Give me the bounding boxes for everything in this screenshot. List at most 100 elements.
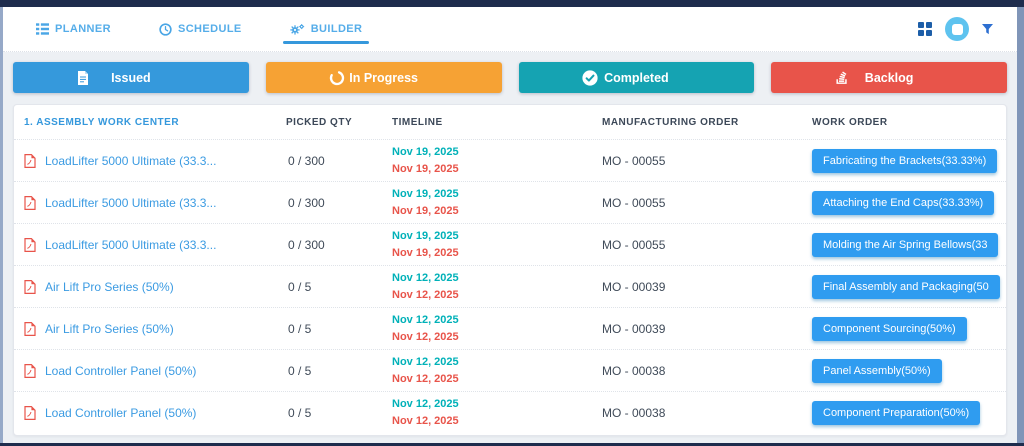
start-date: Nov 12, 2025 <box>392 272 459 284</box>
work-order-button[interactable]: Panel Assembly(50%) <box>812 358 942 383</box>
start-date: Nov 19, 2025 <box>392 188 459 200</box>
picked-qty-value: 0 / 300 <box>288 153 325 168</box>
backlog-label: Backlog <box>864 70 914 85</box>
work-order-button[interactable]: Attaching the End Caps(33.33%) <box>812 190 995 215</box>
timeline-cell: Nov 12, 2025 Nov 12, 2025 <box>392 396 602 429</box>
start-date: Nov 19, 2025 <box>392 146 459 158</box>
status-button-row: Issued In Progress Completed Backlog <box>3 52 1017 93</box>
completed-button[interactable]: Completed <box>518 62 755 93</box>
table-row: Load Controller Panel (50%) 0 / 5 Nov 12… <box>14 391 1006 433</box>
table-row: Air Lift Pro Series (50%) 0 / 5 Nov 12, … <box>14 265 1006 307</box>
backlog-button[interactable]: Backlog <box>771 62 1007 93</box>
timeline-cell: Nov 12, 2025 Nov 12, 2025 <box>392 354 602 387</box>
list-icon <box>36 23 49 35</box>
toolbar-right <box>918 7 993 51</box>
check-circle-icon <box>582 69 598 86</box>
work-order-cell: Attaching the End Caps(33.33%) <box>812 190 1006 215</box>
tab-planner[interactable]: PLANNER <box>33 7 114 51</box>
table-body: LoadLifter 5000 Ultimate (33.3... 0 / 30… <box>14 139 1006 433</box>
top-nav-bar: PLANNER SCHEDULE <box>3 7 1017 52</box>
card-view-icon[interactable] <box>945 17 969 41</box>
product-cell: LoadLifter 5000 Ultimate (33.3... <box>24 153 286 168</box>
in-progress-button[interactable]: In Progress <box>265 62 502 93</box>
end-date: Nov 19, 2025 <box>392 162 459 175</box>
start-date: Nov 19, 2025 <box>392 230 459 242</box>
pdf-icon[interactable] <box>24 321 36 336</box>
work-order-cell: Final Assembly and Packaging(50 <box>812 274 1006 299</box>
product-link[interactable]: Air Lift Pro Series (50%) <box>45 321 174 336</box>
pdf-icon[interactable] <box>24 279 36 294</box>
tab-planner-label: PLANNER <box>55 23 111 35</box>
product-cell: LoadLifter 5000 Ultimate (33.3... <box>24 195 286 210</box>
app-window: PLANNER SCHEDULE <box>0 7 1024 443</box>
tab-builder[interactable]: BUILDER <box>282 7 370 51</box>
product-link[interactable]: LoadLifter 5000 Ultimate (33.3... <box>45 153 217 168</box>
timeline-cell: Nov 19, 2025 Nov 19, 2025 <box>392 186 602 219</box>
work-order-cell: Panel Assembly(50%) <box>812 358 1006 383</box>
manufacturing-order-value: MO - 00055 <box>602 237 666 252</box>
manufacturing-order-value: MO - 00038 <box>602 405 666 420</box>
end-date: Nov 19, 2025 <box>392 204 459 217</box>
product-link[interactable]: LoadLifter 5000 Ultimate (33.3... <box>45 195 217 210</box>
product-cell: Load Controller Panel (50%) <box>24 363 286 378</box>
table-row: LoadLifter 5000 Ultimate (33.3... 0 / 30… <box>14 181 1006 223</box>
work-order-button[interactable]: Component Preparation(50%) <box>812 400 981 425</box>
work-order-cell: Molding the Air Spring Bellows(33 <box>812 232 1006 257</box>
product-link[interactable]: Load Controller Panel (50%) <box>45 405 197 420</box>
end-date: Nov 19, 2025 <box>392 246 459 259</box>
manufacturing-order-value: MO - 00039 <box>602 321 666 336</box>
pdf-icon[interactable] <box>24 237 36 252</box>
table-header-row: 1. ASSEMBLY WORK CENTER PICKED QTY TIMEL… <box>14 105 1006 139</box>
manufacturing-order-value: MO - 00038 <box>602 363 666 378</box>
work-order-button[interactable]: Final Assembly and Packaging(50 <box>812 274 1000 299</box>
product-link[interactable]: Load Controller Panel (50%) <box>45 363 197 378</box>
manufacturing-order-value: MO - 00039 <box>602 279 666 294</box>
issued-label: Issued <box>111 70 151 85</box>
tab-schedule-label: SCHEDULE <box>177 23 242 35</box>
product-cell: LoadLifter 5000 Ultimate (33.3... <box>24 237 286 252</box>
start-date: Nov 12, 2025 <box>392 398 459 410</box>
start-date: Nov 12, 2025 <box>392 356 459 368</box>
timeline-cell: Nov 19, 2025 Nov 19, 2025 <box>392 144 602 177</box>
issued-button[interactable]: Issued <box>13 62 249 93</box>
manufacturing-order-value: MO - 00055 <box>602 195 666 210</box>
product-link[interactable]: Air Lift Pro Series (50%) <box>45 279 174 294</box>
picked-qty-value: 0 / 300 <box>288 195 325 210</box>
pdf-icon[interactable] <box>24 363 36 378</box>
pdf-icon[interactable] <box>24 195 36 210</box>
filter-icon[interactable] <box>982 23 993 35</box>
column-manufacturing-order: MANUFACTURING ORDER <box>602 116 739 128</box>
picked-qty-value: 0 / 5 <box>288 321 312 336</box>
work-order-button[interactable]: Molding the Air Spring Bellows(33 <box>812 232 999 257</box>
grid-icon[interactable] <box>918 22 932 36</box>
tab-builder-label: BUILDER <box>310 23 363 35</box>
column-work-order: WORK ORDER <box>812 116 888 128</box>
work-order-cell: Fabricating the Brackets(33.33%) <box>812 148 1006 173</box>
column-timeline: TIMELINE <box>392 116 443 128</box>
end-date: Nov 12, 2025 <box>392 372 459 385</box>
timeline-cell: Nov 19, 2025 Nov 19, 2025 <box>392 228 602 261</box>
work-center-card: 1. ASSEMBLY WORK CENTER PICKED QTY TIMEL… <box>13 104 1007 436</box>
product-cell: Load Controller Panel (50%) <box>24 405 286 420</box>
end-date: Nov 12, 2025 <box>392 330 459 343</box>
pdf-icon[interactable] <box>24 153 36 168</box>
picked-qty-value: 0 / 300 <box>288 237 325 252</box>
column-assembly-work-center: 1. ASSEMBLY WORK CENTER <box>24 116 180 128</box>
gears-icon <box>290 23 305 36</box>
picked-qty-value: 0 / 5 <box>288 279 312 294</box>
clock-icon <box>159 22 172 36</box>
tab-schedule[interactable]: SCHEDULE <box>156 7 245 51</box>
start-date: Nov 12, 2025 <box>392 314 459 326</box>
pdf-icon[interactable] <box>24 405 36 420</box>
work-order-cell: Component Sourcing(50%) <box>812 316 1006 341</box>
spinner-icon <box>329 70 345 86</box>
table-row: Load Controller Panel (50%) 0 / 5 Nov 12… <box>14 349 1006 391</box>
end-date: Nov 12, 2025 <box>392 414 459 427</box>
work-order-button[interactable]: Component Sourcing(50%) <box>812 316 967 341</box>
work-order-button[interactable]: Fabricating the Brackets(33.33%) <box>812 148 998 173</box>
in-progress-label: In Progress <box>349 70 419 85</box>
nav-tabs: PLANNER SCHEDULE <box>33 7 370 51</box>
product-link[interactable]: LoadLifter 5000 Ultimate (33.3... <box>45 237 217 252</box>
picked-qty-value: 0 / 5 <box>288 363 312 378</box>
document-icon <box>77 70 89 85</box>
